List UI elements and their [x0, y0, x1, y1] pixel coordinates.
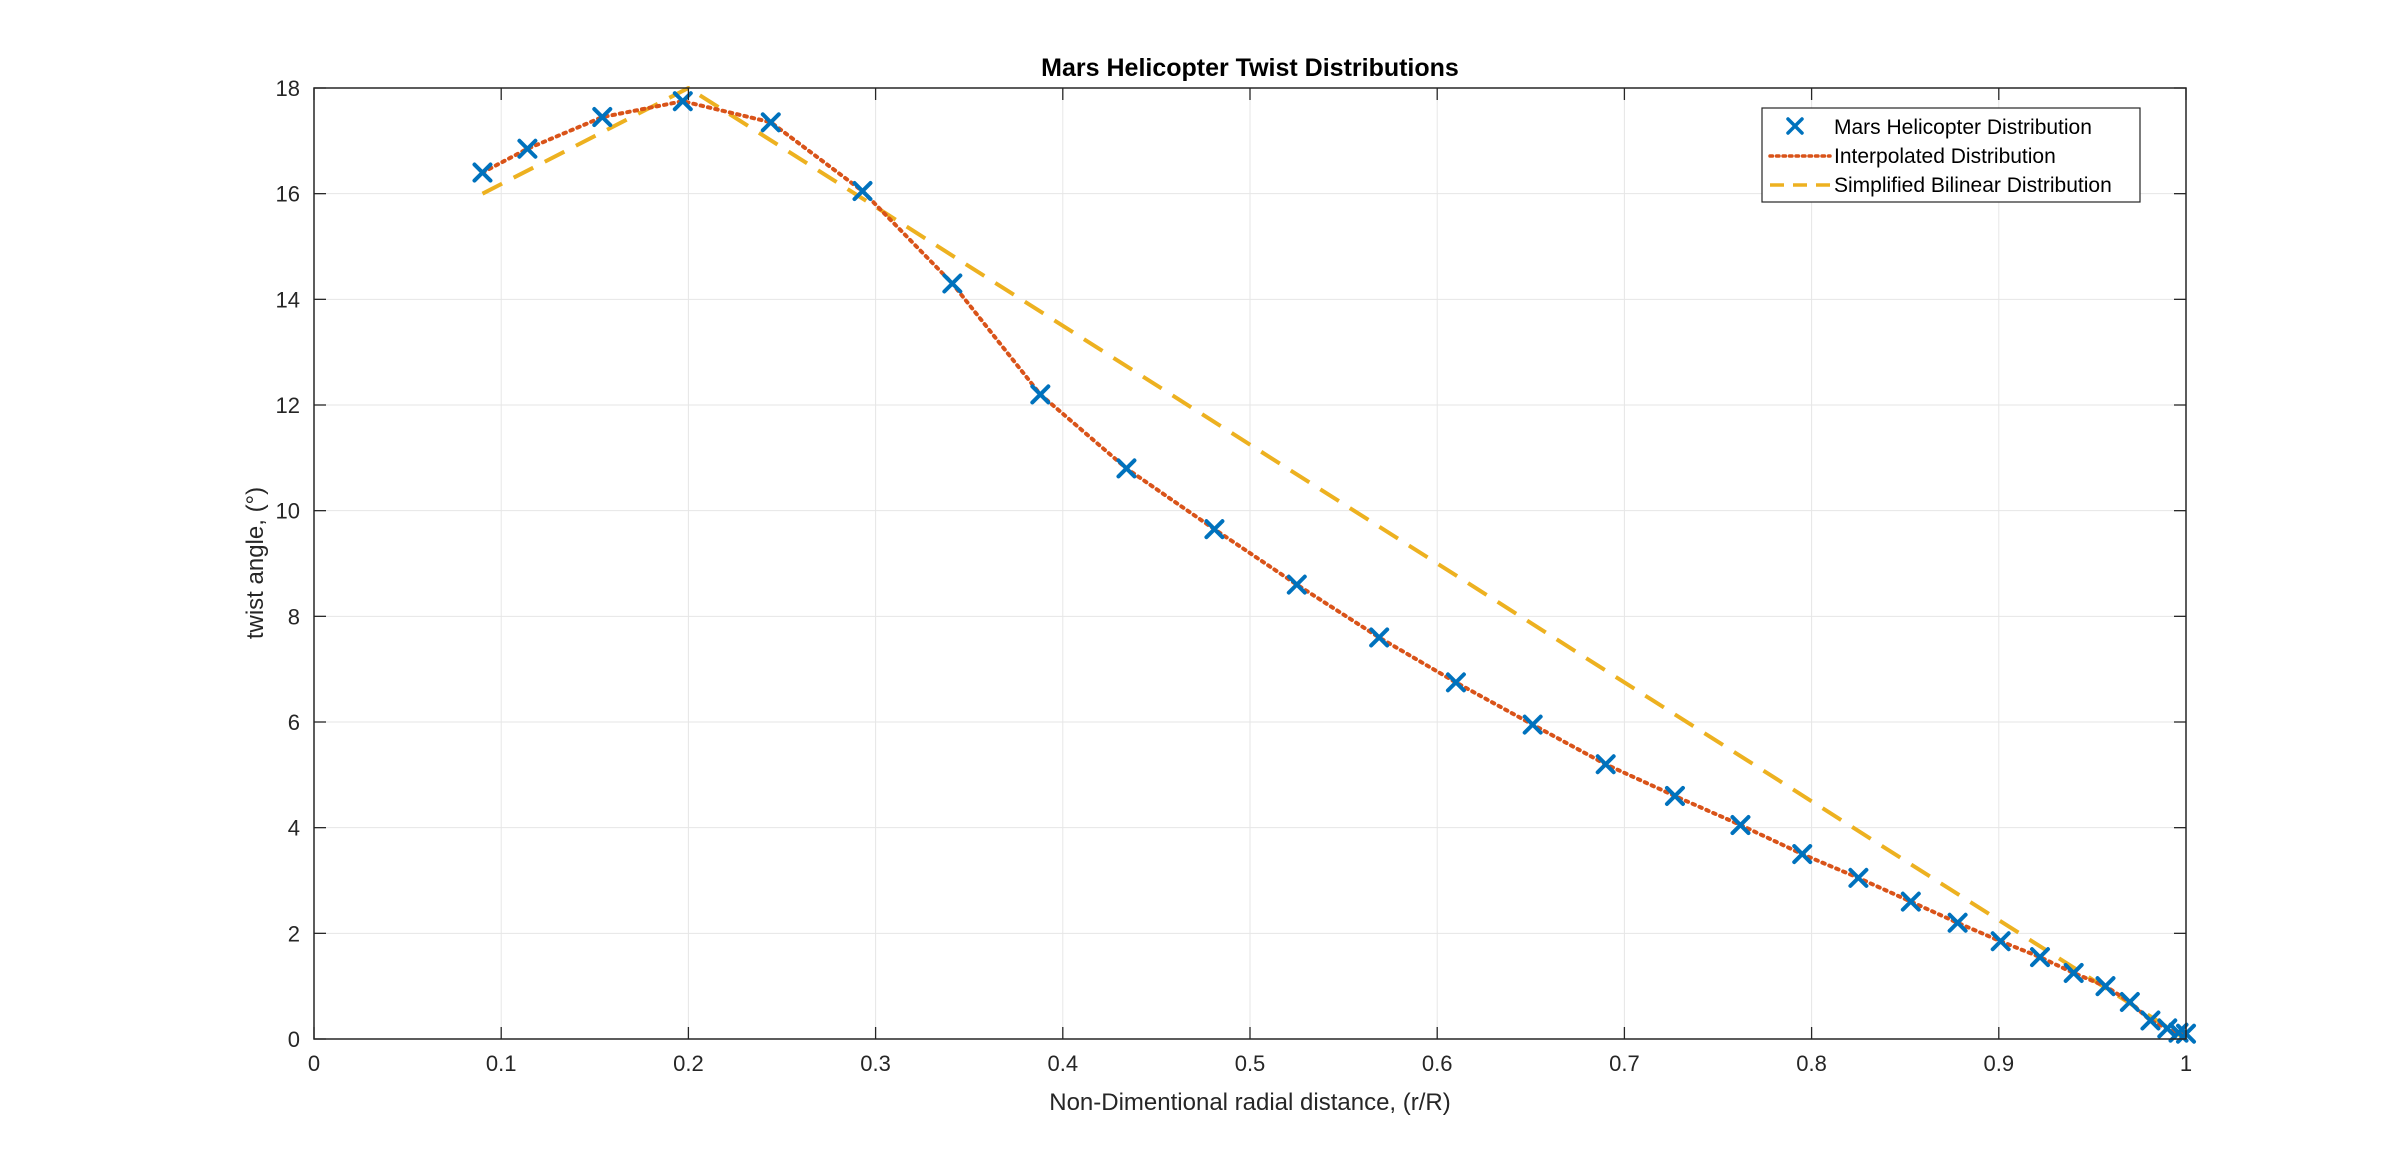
- x-tick-label: 1: [2180, 1051, 2192, 1076]
- data-point-marker: [1792, 844, 1813, 865]
- data-point-marker: [592, 107, 613, 128]
- x-tick-label: 0.4: [1048, 1051, 1079, 1076]
- y-axis-label: twist angle, (°): [242, 487, 269, 639]
- data-point-marker: [2029, 947, 2050, 968]
- ticks: 0 0.1 0.2 0.3 0.4 0.5 0.6 0.7 0.8 0.9 102468101214…: [276, 76, 2193, 1076]
- data-point-marker: [2119, 992, 2140, 1013]
- data-point-marker: [1848, 867, 1869, 888]
- y-tick-label: 2: [288, 921, 300, 946]
- data-point-marker: [852, 181, 873, 202]
- x-tick-label: 0.2: [673, 1051, 704, 1076]
- data-point-marker: [1204, 519, 1225, 540]
- x-tick-label: 0.1: [486, 1051, 517, 1076]
- grid: [314, 88, 2186, 1039]
- y-tick-label: 4: [288, 816, 300, 841]
- x-tick-label: 0.5: [1235, 1051, 1266, 1076]
- legend-label-measured: Mars Helicopter Distribution: [1834, 116, 2092, 139]
- data-point-marker: [517, 138, 538, 159]
- data-point-marker: [1369, 627, 1390, 648]
- y-tick-label: 14: [276, 287, 300, 312]
- data-point-marker: [1522, 714, 1543, 735]
- data-point-marker: [1030, 384, 1051, 405]
- data-point-marker: [942, 273, 963, 294]
- data-point-marker: [2063, 962, 2084, 983]
- data-point-marker: [1730, 815, 1751, 836]
- data-point-marker: [1445, 672, 1466, 693]
- chart-title: Mars Helicopter Twist Distributions: [1041, 54, 1459, 82]
- data-point-marker: [760, 112, 781, 133]
- data-point-marker: [2095, 976, 2116, 997]
- data-point-marker: [472, 162, 493, 183]
- x-tick-label: 0.7: [1609, 1051, 1640, 1076]
- legend-marker-icon: [1786, 117, 1804, 135]
- x-tick-label: 0.6: [1422, 1051, 1453, 1076]
- data-point-marker: [1990, 931, 2011, 952]
- x-tick-label: 0.8: [1796, 1051, 1827, 1076]
- data-point-marker: [2157, 1018, 2178, 1039]
- x-tick-label: 0.9: [1984, 1051, 2015, 1076]
- y-tick-label: 6: [288, 710, 300, 735]
- x-axis-label: Non-Dimentional radial distance, (r/R): [1049, 1089, 1450, 1116]
- series-markers: [472, 91, 2196, 1044]
- x-tick-label: 0: [308, 1051, 320, 1076]
- x-tick-label: 0.3: [860, 1051, 891, 1076]
- data-point-marker: [1116, 458, 1137, 479]
- y-tick-label: 18: [276, 76, 300, 101]
- data-point-marker: [2140, 1010, 2161, 1031]
- y-tick-label: 0: [288, 1027, 300, 1052]
- y-tick-label: 16: [276, 182, 300, 207]
- data-point-marker: [1595, 754, 1616, 775]
- data-point-marker: [1664, 785, 1685, 806]
- data-point-marker: [1286, 574, 1307, 595]
- data-point-marker: [1947, 912, 1968, 933]
- y-tick-label: 8: [288, 604, 300, 629]
- legend: Mars Helicopter Distribution Interpolate…: [1761, 107, 2141, 203]
- data-point-marker: [1900, 891, 1921, 912]
- y-tick-label: 10: [276, 499, 300, 524]
- legend-label-bilinear: Simplified Bilinear Distribution: [1834, 174, 2112, 197]
- y-tick-label: 12: [276, 393, 300, 418]
- legend-label-interpolated: Interpolated Distribution: [1834, 145, 2056, 168]
